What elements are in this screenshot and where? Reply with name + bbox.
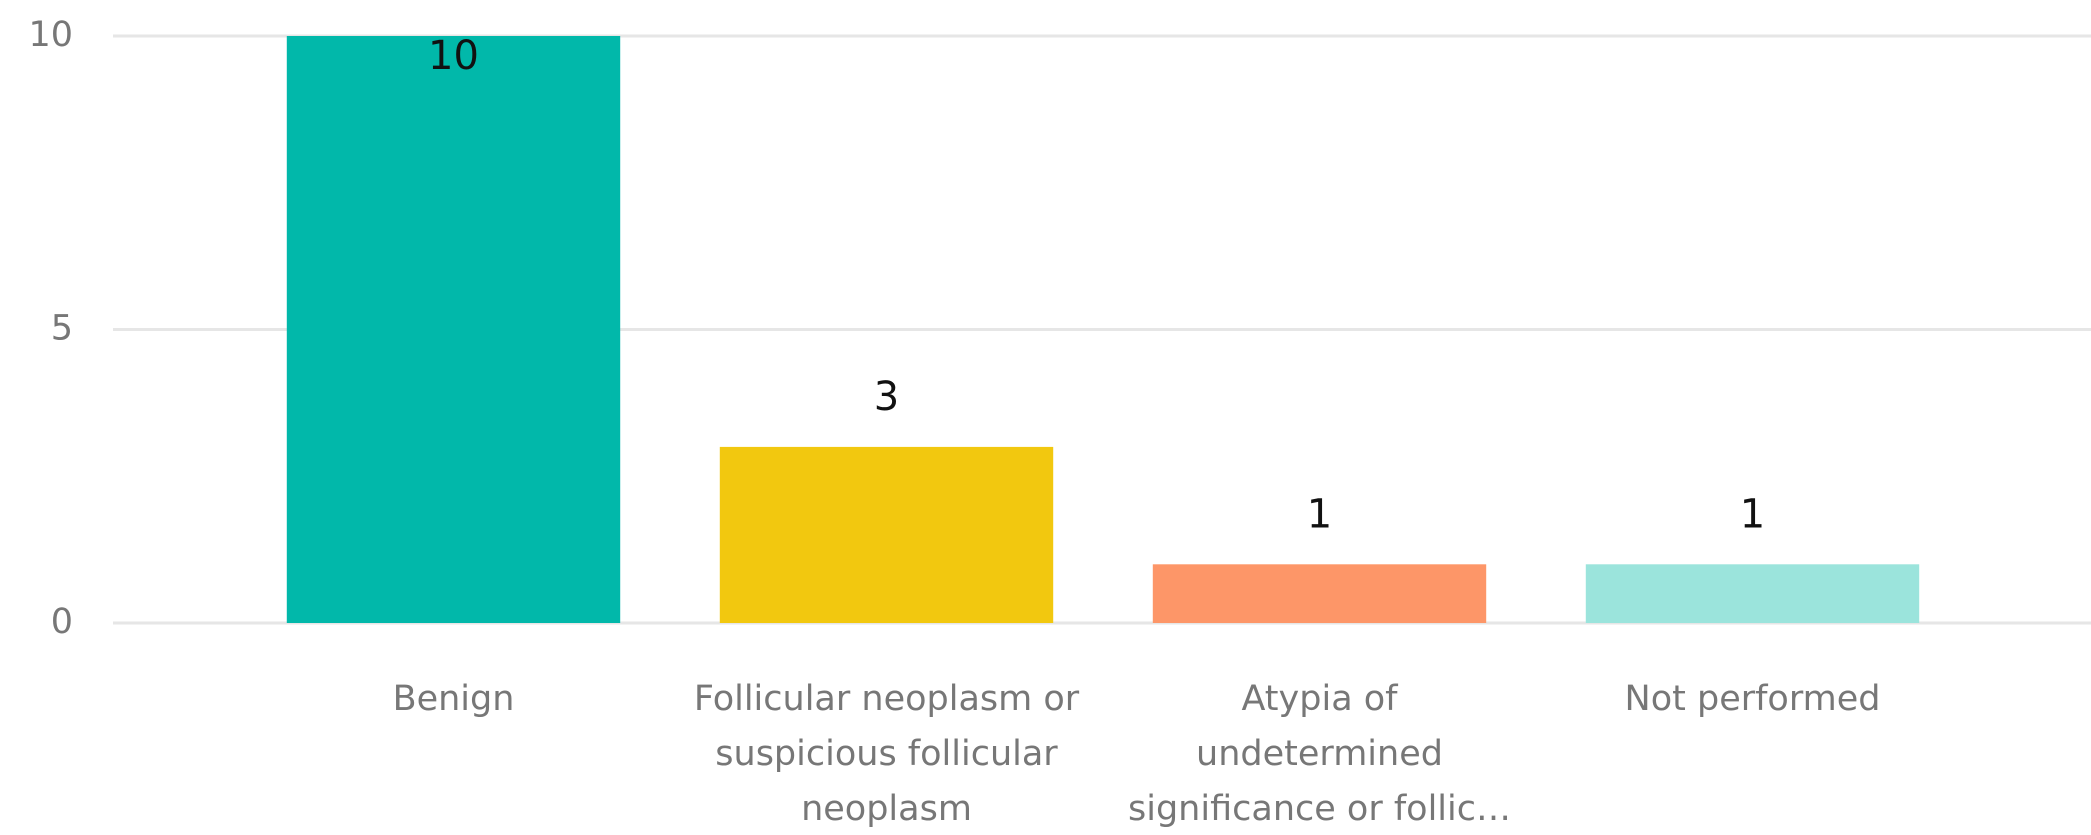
bar (719, 446, 1054, 623)
x-tick-label: Benign (392, 679, 515, 719)
bar (1585, 564, 1920, 623)
data-label: 10 (428, 33, 479, 79)
y-tick-label: 5 (51, 309, 73, 349)
data-label: 3 (874, 374, 899, 420)
y-tick-label: 0 (51, 602, 73, 642)
bar (286, 36, 621, 623)
bar (1152, 564, 1487, 623)
x-tick-label: Atypia of undetermined significance or f… (1128, 679, 1511, 829)
x-tick-label: Follicular neoplasm or suspicious follic… (693, 679, 1080, 829)
y-tick-label: 10 (28, 15, 73, 55)
data-label: 1 (1307, 491, 1332, 537)
data-label: 1 (1740, 491, 1765, 537)
x-tick-label: Not performed (1624, 679, 1881, 719)
